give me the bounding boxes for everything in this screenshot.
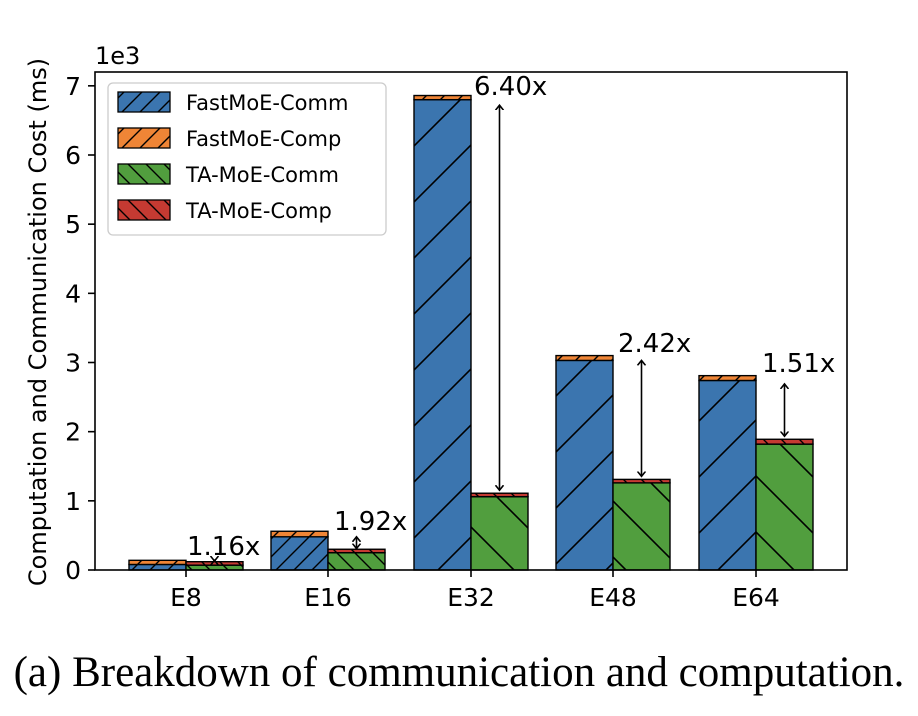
bar-ta-moe-comm-e16-hatch — [327, 552, 386, 571]
x-tick-label-e64: E64 — [732, 583, 780, 612]
y-tick-label: 4 — [65, 279, 81, 308]
legend-label-ta-moe-comm: TA-MoE-Comm — [185, 163, 339, 187]
legend-swatch-fastmoe-comm-hatch — [117, 91, 171, 113]
bar-ta-moe-comm-e32-hatch — [470, 495, 529, 571]
legend-label-fastmoe-comm: FastMoE-Comm — [186, 91, 348, 115]
legend-box — [107, 82, 387, 236]
y-axis: 0 1 2 3 4 5 6 7 — [65, 72, 95, 585]
legend-label-fastmoe-comp: FastMoE-Comp — [186, 127, 341, 151]
bar-fastmoe-comm-e8-hatch — [128, 563, 187, 571]
bar-fastmoe-comm-e32-hatch — [413, 98, 472, 571]
legend-swatch-ta-moe-comm-hatch — [117, 163, 171, 185]
bar-fastmoe-comp-e8-hatch — [128, 559, 187, 566]
bar-ta-moe-comp-e8-hatch — [185, 561, 244, 566]
x-tick-label-e16: E16 — [304, 583, 352, 612]
x-tick-label-e8: E8 — [170, 583, 202, 612]
y-tick-label: 1 — [65, 487, 81, 516]
arrows-layer — [215, 105, 785, 561]
x-tick-label-e32: E32 — [447, 583, 495, 612]
bar-ta-moe-comp-e16-hatch — [327, 548, 386, 554]
speedup-label-e48: 2.42x — [618, 329, 691, 359]
bar-ta-moe-comp-e48-hatch — [612, 478, 671, 484]
figure-caption: (a) Breakdown of communication and compu… — [13, 649, 905, 696]
y-tick-label: 0 — [65, 556, 81, 585]
y-tick-label: 5 — [65, 210, 81, 239]
speedup-label-e8: 1.16x — [187, 532, 260, 562]
x-tick-label-e48: E48 — [589, 583, 637, 612]
legend-swatch-ta-moe-comp-hatch — [117, 199, 171, 221]
speedup-label-e16: 1.92x — [334, 507, 407, 537]
y-tick-label: 3 — [65, 349, 81, 378]
bar-ta-moe-comm-e48-hatch — [612, 482, 671, 571]
bar-fastmoe-comp-e64-hatch — [698, 374, 757, 382]
bar-fastmoe-comm-e48-hatch — [555, 359, 614, 571]
bar-ta-moe-comp-e32-hatch — [470, 492, 529, 498]
bar-fastmoe-comm-e16-hatch — [270, 536, 329, 571]
bar-fastmoe-comp-e48-hatch — [555, 354, 614, 362]
bar-fastmoe-comp-e16-hatch — [270, 530, 329, 538]
y-tick-label: 2 — [65, 418, 81, 447]
bars-layer — [128, 94, 814, 571]
bar-ta-moe-comp-e64-hatch — [755, 438, 814, 445]
speedup-label-e64: 1.51x — [762, 349, 835, 379]
legend-label-ta-moe-comp: TA-MoE-Comp — [185, 199, 332, 223]
y-tick-label: 7 — [65, 72, 81, 101]
y-axis-multiplier: 1e3 — [95, 42, 140, 70]
legend-swatch-fastmoe-comp-hatch — [117, 127, 171, 149]
bar-fastmoe-comp-e32-hatch — [413, 94, 472, 101]
annotations-layer: 1.16x 1.92x 6.40x 2.42x 1.51x — [187, 72, 835, 562]
y-axis-label: Computation and Communication Cost (ms) — [24, 58, 52, 586]
y-tick-label: 6 — [65, 141, 81, 170]
bar-fastmoe-comm-e64-hatch — [698, 379, 757, 571]
legend: FastMoE-Comm FastMoE-Comp TA-MoE-Comm TA-Mo… — [107, 82, 387, 236]
speedup-label-e32: 6.40x — [474, 72, 547, 102]
bar-ta-moe-comm-e64-hatch — [755, 443, 814, 571]
x-axis: E8 E16 E32 E48 E64 — [170, 570, 780, 612]
